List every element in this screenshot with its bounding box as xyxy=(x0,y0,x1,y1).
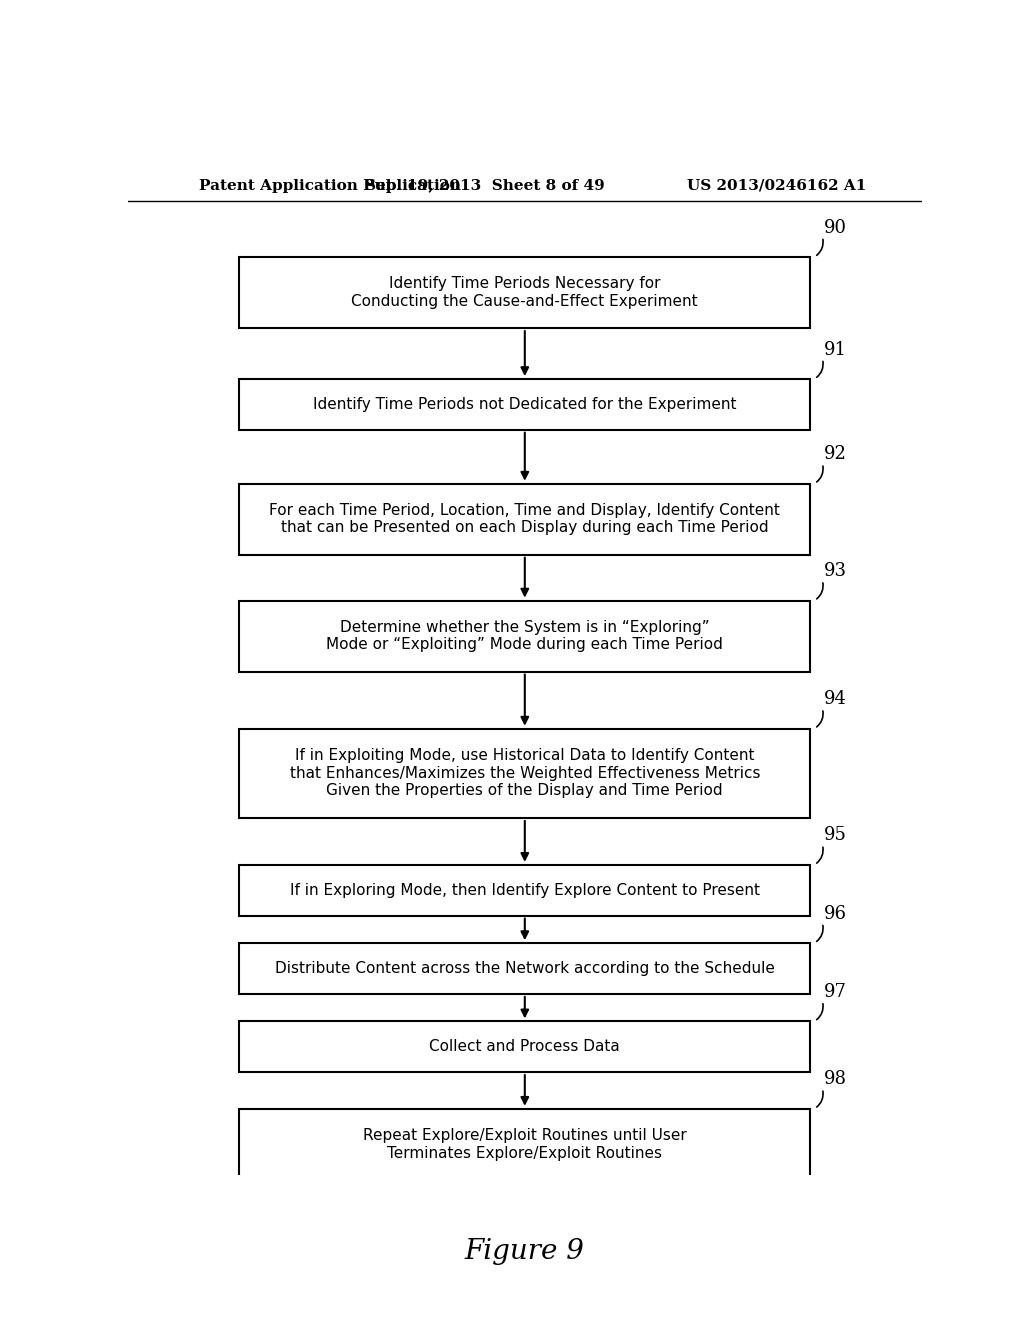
Text: Collect and Process Data: Collect and Process Data xyxy=(429,1039,621,1055)
FancyBboxPatch shape xyxy=(240,601,811,672)
Text: 97: 97 xyxy=(824,983,847,1001)
FancyBboxPatch shape xyxy=(240,1022,811,1072)
Text: 92: 92 xyxy=(824,445,847,463)
Text: Figure 9: Figure 9 xyxy=(465,1238,585,1265)
Text: 94: 94 xyxy=(824,690,847,709)
Text: 93: 93 xyxy=(824,562,847,581)
FancyBboxPatch shape xyxy=(240,257,811,329)
FancyBboxPatch shape xyxy=(240,483,811,554)
Text: 90: 90 xyxy=(824,219,847,236)
FancyBboxPatch shape xyxy=(240,865,811,916)
Text: If in Exploiting Mode, use Historical Data to Identify Content
that Enhances/Max: If in Exploiting Mode, use Historical Da… xyxy=(290,748,760,799)
Text: Repeat Explore/Exploit Routines until User
Terminates Explore/Exploit Routines: Repeat Explore/Exploit Routines until Us… xyxy=(362,1129,687,1160)
Text: 95: 95 xyxy=(824,826,847,845)
Text: Identify Time Periods Necessary for
Conducting the Cause-and-Effect Experiment: Identify Time Periods Necessary for Cond… xyxy=(351,276,698,309)
Text: Sep. 19, 2013  Sheet 8 of 49: Sep. 19, 2013 Sheet 8 of 49 xyxy=(366,178,605,193)
FancyBboxPatch shape xyxy=(240,1109,811,1180)
Text: 98: 98 xyxy=(824,1071,847,1089)
FancyBboxPatch shape xyxy=(240,729,811,818)
Text: US 2013/0246162 A1: US 2013/0246162 A1 xyxy=(687,178,866,193)
Text: 96: 96 xyxy=(824,904,847,923)
Text: 91: 91 xyxy=(824,341,847,359)
Text: Identify Time Periods not Dedicated for the Experiment: Identify Time Periods not Dedicated for … xyxy=(313,397,736,412)
FancyBboxPatch shape xyxy=(240,942,811,994)
Text: For each Time Period, Location, Time and Display, Identify Content
that can be P: For each Time Period, Location, Time and… xyxy=(269,503,780,536)
Text: If in Exploring Mode, then Identify Explore Content to Present: If in Exploring Mode, then Identify Expl… xyxy=(290,883,760,898)
Text: Patent Application Publication: Patent Application Publication xyxy=(200,178,462,193)
FancyBboxPatch shape xyxy=(240,379,811,430)
Text: Distribute Content across the Network according to the Schedule: Distribute Content across the Network ac… xyxy=(274,961,775,975)
Text: Determine whether the System is in “Exploring”
Mode or “Exploiting” Mode during : Determine whether the System is in “Expl… xyxy=(327,620,723,652)
